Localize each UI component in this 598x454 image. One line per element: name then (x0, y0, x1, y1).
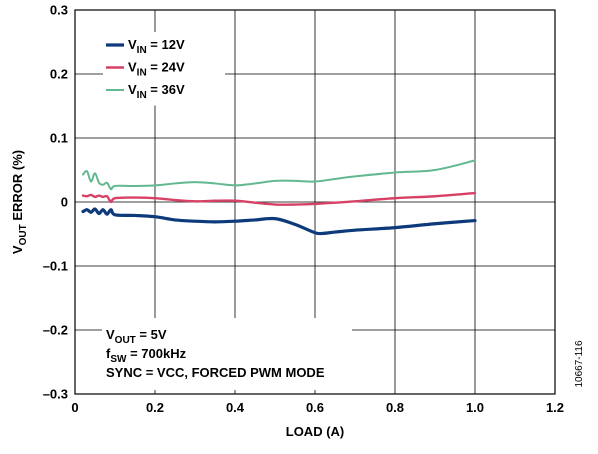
annotation-line-main: SYNC = VCC, FORCED PWM MODE (106, 365, 325, 380)
legend-label-rest: = 24V (147, 60, 185, 75)
series-line-vin-36v (82, 159, 476, 191)
y-axis-title-main: V (10, 245, 25, 254)
legend-label-sub: IN (137, 45, 147, 56)
x-tick-label: 0.2 (146, 400, 164, 415)
figure-id: 10667-116 (574, 340, 585, 388)
legend-label: VIN = 36V (128, 82, 185, 101)
x-tick-label: 0.6 (306, 400, 324, 415)
legend-label-main: V (128, 60, 137, 75)
y-tick-label: –0.3 (43, 387, 68, 402)
y-axis-title-group: VOUT ERROR (%) (10, 150, 29, 254)
y-axis-title-rest: ERROR (%) (10, 150, 25, 224)
y-axis-title: VOUT ERROR (%) (10, 150, 29, 254)
annotation-line-rest: = 700kHz (126, 346, 186, 361)
annotation-line-rest: = 5V (136, 327, 167, 342)
x-tick-label: 1.0 (466, 400, 484, 415)
legend-label-sub: IN (137, 68, 147, 79)
annotation-line: VOUT = 5V (106, 327, 167, 346)
legend-label: VIN = 12V (128, 37, 185, 56)
axis-titles: LOAD (A)VOUT ERROR (%)10667-116 (10, 150, 585, 439)
x-axis-title: LOAD (A) (286, 424, 345, 439)
x-tick-label: 0.8 (386, 400, 404, 415)
tick-labels: 0.30.20.10–0.1–0.2–0.30 0.2 0.4 0.6 0.8 1.0 1.… (43, 3, 564, 416)
legend-label-sub: IN (137, 90, 147, 101)
x-tick-label: 0.4 (226, 400, 245, 415)
y-tick-label: –0.1 (43, 259, 68, 274)
y-tick-label: 0 (61, 195, 68, 210)
legend-label-rest: = 12V (147, 37, 185, 52)
annotation-line: SYNC = VCC, FORCED PWM MODE (106, 365, 325, 380)
x-tick-label: 1.2 (546, 400, 564, 415)
legend-label-main: V (128, 37, 137, 52)
annotation-background (102, 318, 352, 390)
annotation-line: fSW = 700kHz (106, 346, 187, 365)
y-axis-title-sub: OUT (18, 224, 29, 245)
series-line-vin-12v (81, 207, 477, 236)
series-lines (81, 159, 477, 236)
annotation-line-sub: OUT (115, 335, 136, 346)
plot-frame (74, 9, 556, 395)
y-tick-label: 0.1 (50, 131, 68, 146)
figure-id-group: 10667-116 (574, 340, 585, 388)
series-line-vin-24v (81, 191, 477, 206)
x-tick-label: 0 (71, 400, 78, 415)
legend-label-main: V (128, 82, 137, 97)
legend-label: VIN = 24V (128, 60, 185, 79)
annotation-line-main: V (106, 327, 115, 342)
legend-label-rest: = 36V (147, 82, 185, 97)
y-tick-label: 0.2 (50, 67, 68, 82)
y-tick-label: 0.3 (50, 3, 68, 18)
annotation-line-sub: SW (110, 354, 127, 365)
annotation-line-main: f (106, 346, 111, 361)
y-tick-label: –0.2 (43, 323, 68, 338)
